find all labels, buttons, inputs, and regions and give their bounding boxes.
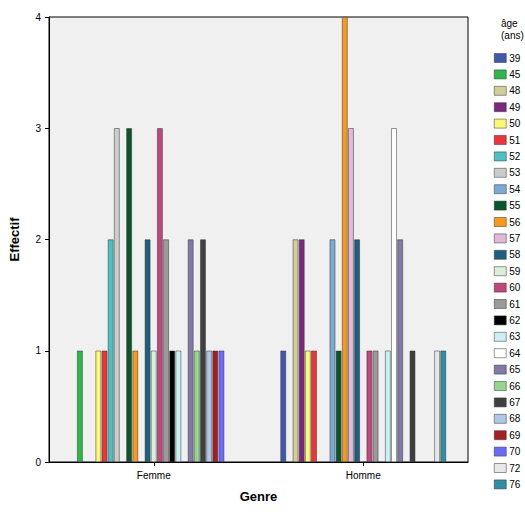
svg-text:60: 60 [509,282,521,293]
svg-text:0: 0 [35,457,41,468]
svg-text:âge: âge [501,18,518,29]
svg-text:2: 2 [35,234,41,245]
svg-text:55: 55 [509,200,521,211]
svg-text:65: 65 [509,364,521,375]
svg-text:48: 48 [509,85,521,96]
svg-text:69: 69 [509,430,521,441]
svg-text:67: 67 [509,397,521,408]
svg-text:66: 66 [509,381,521,392]
svg-text:56: 56 [509,217,521,228]
svg-text:Femme: Femme [137,470,171,481]
svg-text:62: 62 [509,315,521,326]
svg-text:76: 76 [509,479,521,490]
svg-text:50: 50 [509,118,521,129]
svg-text:51: 51 [509,135,521,146]
svg-text:59: 59 [509,266,521,277]
svg-text:61: 61 [509,299,521,310]
svg-text:64: 64 [509,348,521,359]
svg-text:68: 68 [509,413,521,424]
svg-text:4: 4 [35,12,41,23]
svg-text:57: 57 [509,233,521,244]
svg-text:39: 39 [509,53,521,64]
svg-text:3: 3 [35,123,41,134]
svg-text:58: 58 [509,249,521,260]
svg-text:45: 45 [509,69,521,80]
svg-text:70: 70 [509,446,521,457]
svg-text:Homme: Homme [346,470,381,481]
svg-text:(ans): (ans) [501,30,524,41]
svg-text:54: 54 [509,184,521,195]
svg-text:53: 53 [509,167,521,178]
svg-text:1: 1 [35,345,41,356]
svg-text:63: 63 [509,331,521,342]
svg-text:49: 49 [509,102,521,113]
svg-text:52: 52 [509,151,521,162]
svg-text:Genre: Genre [240,489,278,504]
svg-text:72: 72 [509,463,521,474]
svg-text:Effectif: Effectif [7,217,22,262]
